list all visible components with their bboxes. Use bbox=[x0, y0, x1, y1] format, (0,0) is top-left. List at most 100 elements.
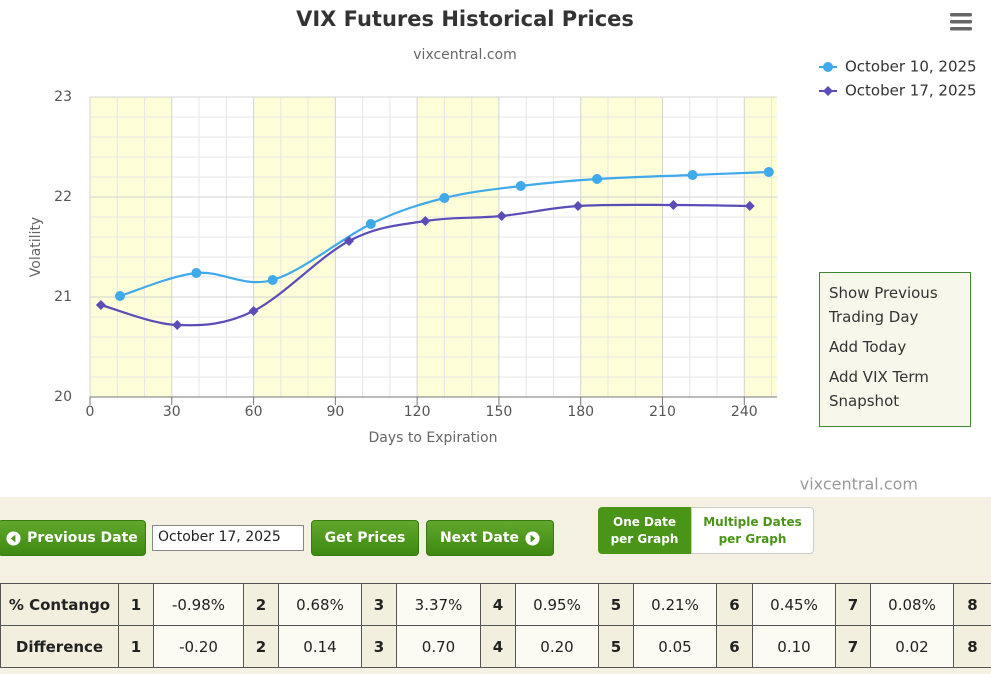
menu-icon[interactable] bbox=[950, 13, 972, 31]
month-index: 6 bbox=[716, 625, 753, 668]
date-input[interactable]: October 17, 2025 bbox=[152, 525, 304, 551]
month-index: 1 bbox=[118, 583, 154, 626]
x-axis-label: Days to Expiration bbox=[369, 430, 498, 446]
x-tick-label: 210 bbox=[649, 404, 676, 420]
table-cell: 0.68% bbox=[278, 583, 362, 626]
table-cell: 0.08% bbox=[870, 583, 954, 626]
chart-subtitle: vixcentral.com bbox=[413, 47, 516, 63]
marker bbox=[439, 193, 450, 203]
marker bbox=[95, 300, 106, 310]
month-index: 3 bbox=[361, 625, 397, 668]
chart: VIX Futures Historical Prices vixcentral… bbox=[28, 7, 977, 494]
table-row: % Contango 1 -0.98% 2 0.68% 3 3.37% 4 0.95% 5 0.21… bbox=[0, 583, 991, 626]
plot-area bbox=[89, 96, 777, 398]
table-cell: -0.20 bbox=[153, 625, 244, 668]
month-index: 5 bbox=[598, 583, 634, 626]
mode-multiple[interactable]: Multiple Dates per Graph bbox=[691, 507, 814, 554]
marker bbox=[365, 219, 376, 229]
table-row: Difference 1 -0.20 2 0.14 3 0.70 4 0.20 5 0.05 6 0.1… bbox=[0, 625, 991, 668]
table-cell: 0.02 bbox=[870, 625, 954, 668]
legend-marker bbox=[823, 86, 833, 96]
marker bbox=[744, 201, 755, 211]
legend-item[interactable]: October 17, 2025 bbox=[819, 82, 977, 100]
table-cell: 0.70 bbox=[396, 625, 481, 668]
x-tick-label: 90 bbox=[326, 404, 344, 420]
menu-bar bbox=[950, 20, 972, 24]
legend-item[interactable]: October 10, 2025 bbox=[819, 58, 977, 76]
marker bbox=[191, 268, 202, 278]
marker bbox=[496, 211, 507, 221]
plot-band bbox=[417, 97, 499, 397]
marker bbox=[572, 201, 583, 211]
month-index: 2 bbox=[243, 625, 279, 668]
x-tick-label: 150 bbox=[486, 404, 513, 420]
credit: vixcentral.com bbox=[800, 475, 918, 494]
row-label: % Contango bbox=[0, 583, 119, 626]
menu-item[interactable]: Show Previous Trading Day bbox=[829, 284, 938, 326]
get-prices-button[interactable]: Get Prices bbox=[311, 520, 419, 556]
x-tick-label: 0 bbox=[86, 404, 95, 420]
marker bbox=[515, 181, 526, 191]
button-label: Next Date bbox=[439, 530, 520, 546]
month-index: 7 bbox=[835, 583, 871, 626]
previous-button[interactable]: Previous Date bbox=[0, 520, 146, 556]
x-tick-label: 180 bbox=[567, 404, 594, 420]
x-tick-label: 120 bbox=[404, 404, 431, 420]
mode-label: One Date per Graph bbox=[610, 514, 679, 546]
next-button[interactable]: Next Date bbox=[426, 520, 554, 556]
month-index: 4 bbox=[480, 583, 516, 626]
plot-band bbox=[253, 97, 336, 397]
mode-label: Multiple Dates per Graph bbox=[703, 514, 802, 546]
legend-label: October 10, 2025 bbox=[845, 58, 977, 76]
marker bbox=[248, 306, 259, 316]
month-index: 8 bbox=[953, 583, 991, 626]
y-tick-label: 23 bbox=[54, 89, 72, 105]
icon bbox=[525, 530, 540, 546]
marker bbox=[592, 174, 603, 184]
chart-title: VIX Futures Historical Prices bbox=[296, 7, 634, 31]
table-cell: -0.98% bbox=[153, 583, 244, 626]
marker bbox=[343, 236, 354, 246]
y-tick-label: 22 bbox=[54, 189, 72, 205]
month-index: 1 bbox=[118, 625, 154, 668]
plot-band bbox=[580, 97, 663, 397]
marker bbox=[267, 275, 278, 285]
marker bbox=[420, 216, 431, 226]
marker bbox=[668, 200, 679, 210]
y-tick-label: 21 bbox=[54, 289, 72, 305]
marker bbox=[172, 320, 183, 330]
marker bbox=[114, 291, 125, 301]
table-cell: 3.37% bbox=[396, 583, 481, 626]
menu-item[interactable]: Add Today bbox=[829, 338, 907, 356]
month-index: 3 bbox=[361, 583, 397, 626]
month-index: 5 bbox=[598, 625, 634, 668]
table-cell: 0.14 bbox=[278, 625, 362, 668]
plot-band bbox=[744, 97, 777, 397]
table-cell: 0.95% bbox=[515, 583, 599, 626]
y-axis-label: Volatility bbox=[28, 217, 44, 277]
marker bbox=[763, 167, 774, 177]
x-tick-label: 240 bbox=[731, 404, 758, 420]
month-index: 8 bbox=[953, 625, 991, 668]
month-index: 6 bbox=[716, 583, 753, 626]
button-label: Previous Date bbox=[27, 530, 138, 546]
month-index: 2 bbox=[243, 583, 279, 626]
mode-one[interactable]: One Date per Graph bbox=[598, 507, 691, 554]
month-index: 7 bbox=[835, 625, 871, 668]
table-cell: 0.20 bbox=[515, 625, 599, 668]
row-label: Difference bbox=[0, 625, 119, 668]
menu-bar bbox=[950, 27, 972, 31]
menu-box: Show Previous Trading Day Add Today Add VI… bbox=[819, 272, 971, 427]
x-tick-label: 30 bbox=[163, 404, 181, 420]
y-tick-label: 20 bbox=[54, 389, 72, 405]
table-cell: 0.10 bbox=[752, 625, 836, 668]
icon bbox=[6, 530, 21, 546]
table-cell: 0.21% bbox=[633, 583, 717, 626]
legend-label: October 17, 2025 bbox=[845, 82, 977, 100]
legend-marker bbox=[823, 62, 833, 72]
table-cell: 0.05 bbox=[633, 625, 717, 668]
x-tick-label: 60 bbox=[245, 404, 263, 420]
data-table: % Contango 1 -0.98% 2 0.68% 3 3.37% 4 0.95% 5 0.21… bbox=[0, 583, 991, 668]
menu-item[interactable]: Add VIX Term Snapshot bbox=[829, 368, 929, 410]
